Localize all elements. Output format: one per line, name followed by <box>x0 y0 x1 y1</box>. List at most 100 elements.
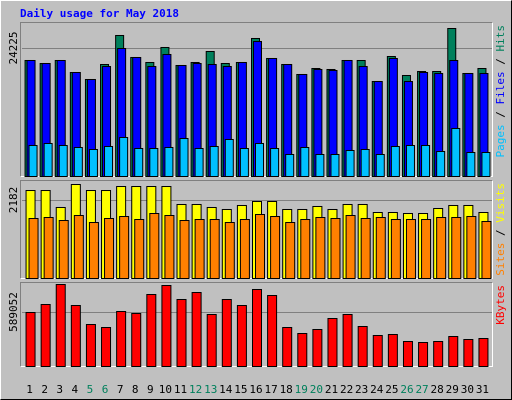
bar <box>176 299 187 367</box>
bar <box>375 153 385 178</box>
legend-entry: Pages <box>494 124 507 157</box>
bar <box>73 215 84 279</box>
bar <box>131 313 142 367</box>
x-tick-label: 26 <box>400 383 413 396</box>
x-tick-label: 12 <box>189 383 202 396</box>
legend-entry: Visits <box>494 183 507 223</box>
bar <box>418 342 429 367</box>
bar <box>481 221 492 280</box>
legend: Pages / Files / Hits <box>494 25 507 158</box>
bar <box>315 217 326 280</box>
bar <box>119 136 129 177</box>
bar <box>116 311 127 367</box>
bar <box>255 214 265 280</box>
bar <box>436 150 446 177</box>
x-tick-label: 19 <box>295 383 308 396</box>
bar <box>451 127 461 178</box>
bar <box>40 304 51 367</box>
bar <box>345 149 355 177</box>
bar <box>282 327 293 367</box>
bar <box>405 219 416 279</box>
x-tick-label: 8 <box>132 383 139 396</box>
bar <box>375 217 386 280</box>
bar <box>88 148 98 178</box>
x-tick-label: 25 <box>385 383 398 396</box>
bar <box>252 289 262 367</box>
bar <box>85 324 96 367</box>
x-tick-label: 24 <box>370 383 384 396</box>
x-tick-label: 16 <box>249 383 262 396</box>
bar <box>134 219 145 279</box>
bar <box>285 153 295 178</box>
bar <box>43 217 54 280</box>
legend: Sites / Visits <box>494 183 507 276</box>
bar <box>402 341 413 367</box>
bar <box>58 144 68 177</box>
bar <box>179 137 189 178</box>
bar <box>390 145 400 178</box>
bar <box>478 338 489 367</box>
legend-entry: KBytes <box>494 285 507 325</box>
bar <box>164 215 175 279</box>
legend-entry: Sites <box>494 243 507 276</box>
bar <box>330 218 341 280</box>
bar <box>387 334 398 367</box>
x-tick-label: 31 <box>476 383 489 396</box>
legend: KBytes <box>494 285 507 325</box>
bar <box>285 222 296 279</box>
bar <box>164 146 174 178</box>
x-tick-label: 18 <box>280 383 293 396</box>
bar <box>28 218 39 280</box>
legend-entry: Files <box>494 71 507 104</box>
x-tick-label: 29 <box>446 383 459 396</box>
x-tick-label: 28 <box>431 383 444 396</box>
bar <box>330 153 340 178</box>
bar <box>448 336 459 367</box>
bar <box>270 148 280 177</box>
bar <box>327 318 338 367</box>
bar <box>25 311 36 367</box>
bar <box>55 284 66 367</box>
bar <box>360 148 370 178</box>
bar <box>221 299 232 367</box>
bar <box>236 305 247 367</box>
x-tick-label: 6 <box>102 383 109 396</box>
bar <box>463 339 474 367</box>
bar <box>70 305 81 367</box>
bar <box>466 152 476 177</box>
x-tick-label: 21 <box>325 383 338 396</box>
bar <box>421 219 432 279</box>
x-tick-label: 9 <box>147 383 154 396</box>
bar <box>357 326 368 367</box>
bar <box>146 294 157 367</box>
bar <box>270 216 281 279</box>
bar <box>134 148 144 177</box>
bar <box>405 144 415 177</box>
bar <box>315 153 325 178</box>
bar <box>209 219 220 279</box>
legend-entry: Hits <box>494 25 507 52</box>
x-tick-label: 2 <box>41 383 48 396</box>
bar <box>300 219 311 279</box>
legend-separator: / <box>494 223 507 243</box>
y-tick-label: 24225 <box>7 31 20 64</box>
y-tick-label: 589052 <box>7 292 20 332</box>
x-tick-label: 11 <box>174 383 187 396</box>
x-tick-label: 30 <box>461 383 474 396</box>
bar <box>421 144 431 177</box>
x-tick-label: 4 <box>72 383 79 396</box>
bar <box>104 145 114 178</box>
bar <box>191 292 202 367</box>
bar <box>28 144 38 177</box>
bar <box>239 148 249 177</box>
bar <box>149 213 160 279</box>
bar <box>101 327 112 367</box>
x-tick-label: 13 <box>204 383 217 396</box>
bar <box>43 142 53 177</box>
bar <box>194 148 204 177</box>
legend-separator: / <box>494 105 507 125</box>
x-tick-label: 1 <box>26 383 33 396</box>
bar <box>104 218 115 280</box>
